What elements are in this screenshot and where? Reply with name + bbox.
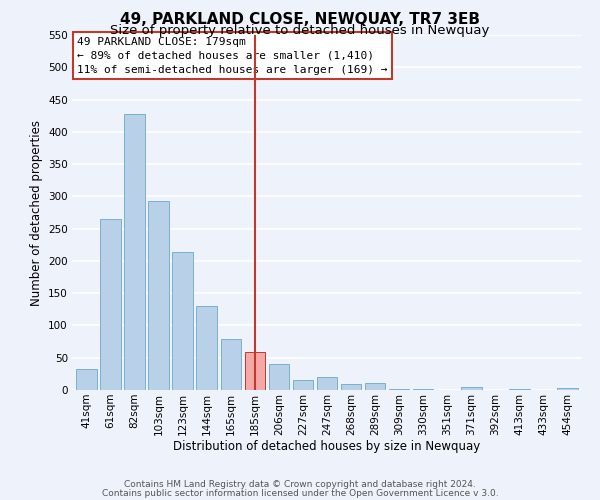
Bar [389, 388, 409, 390]
Text: 49 PARKLAND CLOSE: 179sqm
← 89% of detached houses are smaller (1,410)
11% of se: 49 PARKLAND CLOSE: 179sqm ← 89% of detac… [77, 37, 388, 75]
Bar [293, 380, 313, 390]
X-axis label: Distribution of detached houses by size in Newquay: Distribution of detached houses by size … [173, 440, 481, 454]
Bar [509, 388, 530, 390]
Bar [365, 383, 385, 390]
Bar [269, 364, 289, 390]
Bar [245, 352, 265, 390]
Bar [148, 201, 169, 390]
Text: Size of property relative to detached houses in Newquay: Size of property relative to detached ho… [110, 24, 490, 37]
Y-axis label: Number of detached properties: Number of detached properties [29, 120, 43, 306]
Bar [124, 114, 145, 390]
Bar [317, 377, 337, 390]
Bar [172, 252, 193, 390]
Bar [341, 384, 361, 390]
Bar [221, 339, 241, 390]
Bar [100, 219, 121, 390]
Bar [461, 387, 482, 390]
Text: Contains HM Land Registry data © Crown copyright and database right 2024.: Contains HM Land Registry data © Crown c… [124, 480, 476, 489]
Bar [196, 306, 217, 390]
Bar [76, 370, 97, 390]
Text: Contains public sector information licensed under the Open Government Licence v : Contains public sector information licen… [101, 488, 499, 498]
Bar [557, 388, 578, 390]
Text: 49, PARKLAND CLOSE, NEWQUAY, TR7 3EB: 49, PARKLAND CLOSE, NEWQUAY, TR7 3EB [120, 12, 480, 28]
